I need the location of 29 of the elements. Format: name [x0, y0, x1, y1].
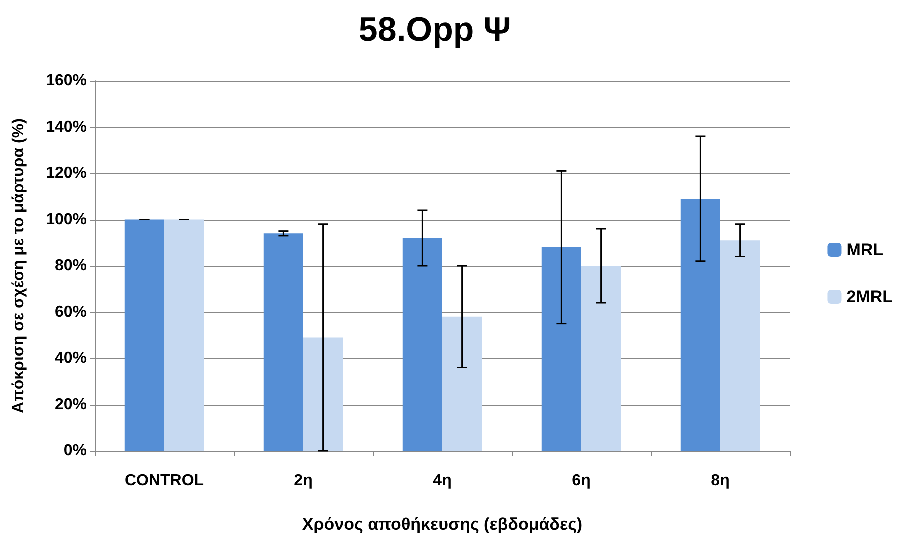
x-tick-label: CONTROL	[124, 472, 204, 490]
bar	[402, 238, 442, 451]
bar	[442, 316, 482, 451]
legend-label: 2MRL	[846, 288, 894, 306]
bar	[124, 220, 164, 451]
y-tick-label: 60%	[54, 304, 87, 321]
x-axis-title: Χρόνος αποθήκευσης (εβδομάδες)	[302, 515, 583, 534]
x-tick-label: 8η	[711, 472, 730, 490]
y-tick-label: 20%	[54, 396, 87, 414]
y-tick-label: 140%	[46, 118, 87, 136]
bar	[542, 248, 582, 451]
bar	[304, 338, 344, 451]
bar	[164, 220, 204, 451]
x-tick-label: 6η	[572, 472, 591, 490]
x-tick-label: 2η	[294, 472, 313, 490]
bar	[720, 240, 760, 451]
y-tick-label: 0%	[64, 442, 87, 460]
chart-title: 58.Opp Ψ	[358, 11, 512, 49]
bar	[264, 234, 304, 451]
y-tick-label: 80%	[54, 258, 87, 274]
y-tick-label: 160%	[46, 72, 87, 90]
bar	[680, 198, 720, 451]
legend-label: MRL	[846, 240, 884, 260]
y-tick-label: 120%	[46, 165, 87, 182]
y-tick-label: 40%	[54, 350, 87, 367]
x-tick-label: 4η	[433, 472, 452, 490]
y-tick-label: 100%	[46, 211, 87, 228]
bar	[582, 266, 622, 451]
y-axis-title: Απόκριση σε σχέση με το μάρτυρα (%)	[10, 118, 28, 414]
